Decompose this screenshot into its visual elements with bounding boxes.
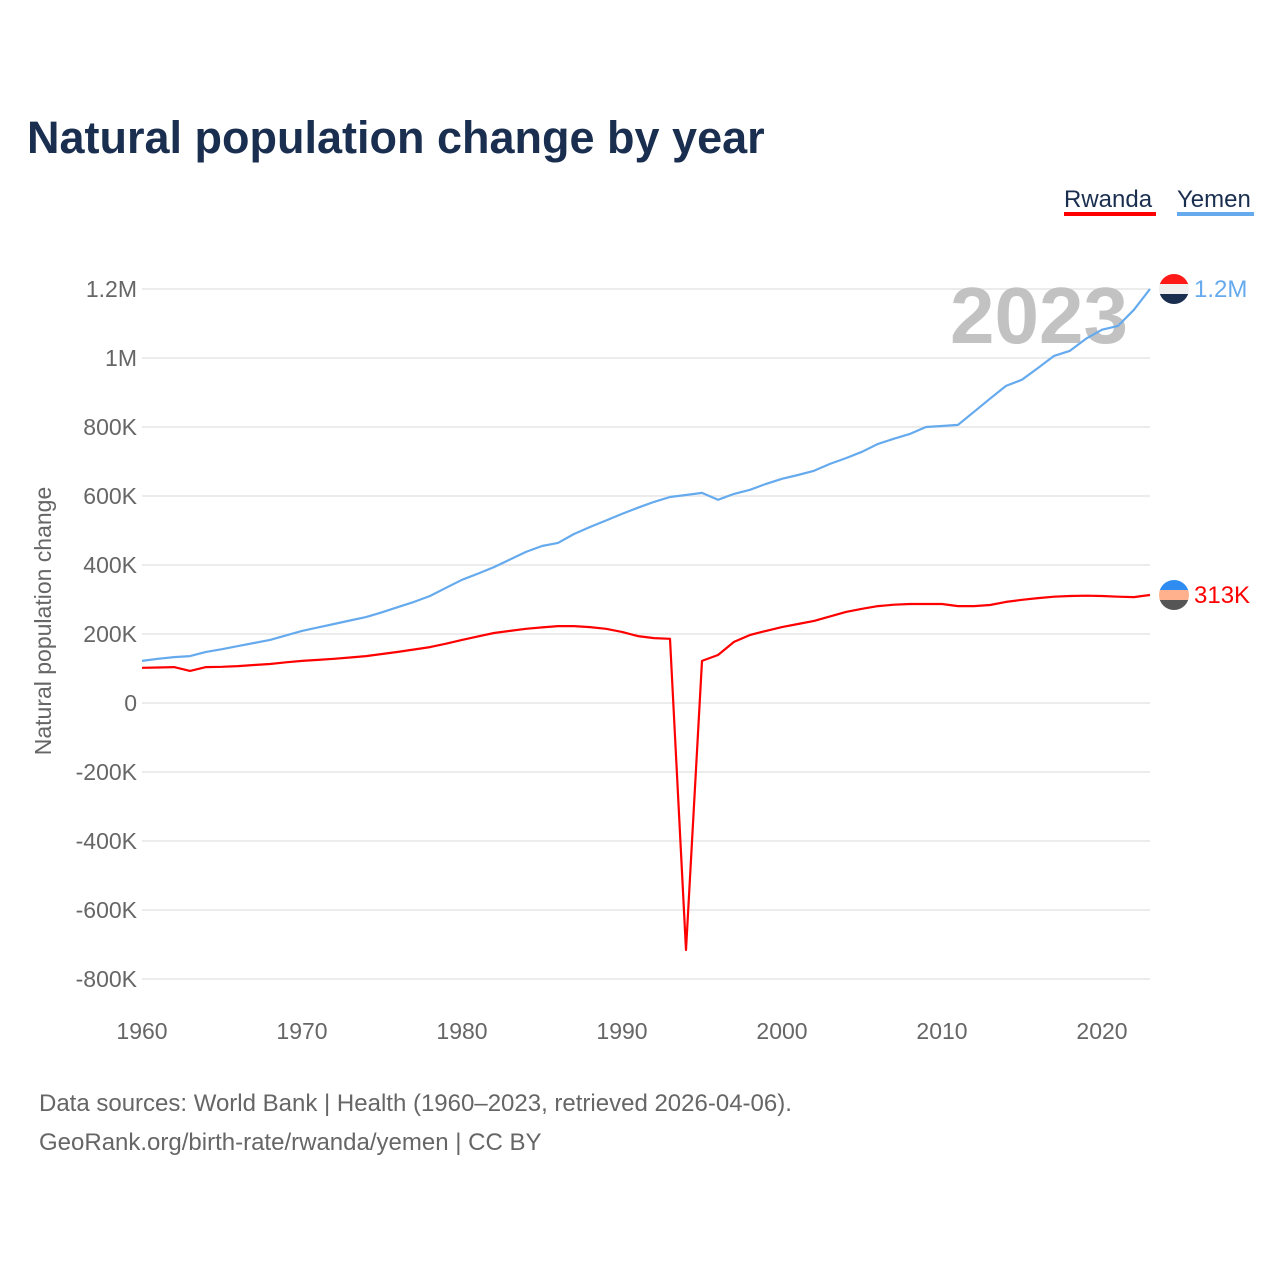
legend-label: Rwanda <box>1064 186 1153 213</box>
y-tick-label: 400K <box>83 552 137 578</box>
grid <box>142 288 1150 980</box>
legend-swatch <box>1064 212 1156 216</box>
end-label-yemen: 1.2M <box>1194 276 1247 303</box>
x-tick-label: 2000 <box>756 1018 807 1044</box>
legend-label: Yemen <box>1177 186 1251 213</box>
flag-icon-yemen <box>1159 274 1189 304</box>
end-labels: 313K 1.2M <box>1159 274 1250 611</box>
flag-icon-rwanda <box>1159 580 1189 611</box>
legend-item-yemen[interactable]: Yemen <box>1177 186 1254 216</box>
footer-link[interactable]: GeoRank.org/birth-rate/rwanda/yemen | CC… <box>39 1129 541 1156</box>
y-tick-label: -400K <box>76 828 138 854</box>
x-tick-label: 1960 <box>116 1018 167 1044</box>
legend-swatch <box>1177 212 1254 216</box>
x-tick-label: 1990 <box>596 1018 647 1044</box>
end-label-rwanda: 313K <box>1194 582 1250 609</box>
x-tick-label: 1980 <box>436 1018 487 1044</box>
series-line-rwanda <box>141 593 1151 952</box>
footer-sources: Data sources: World Bank | Health (1960–… <box>39 1090 792 1117</box>
y-tick-label: 800K <box>83 414 137 440</box>
series-line-yemen <box>141 288 1151 662</box>
x-tick-label: 2010 <box>916 1018 967 1044</box>
y-tick-label: -200K <box>76 759 138 785</box>
series-lines <box>141 288 1151 952</box>
y-tick-label: -600K <box>76 897 138 923</box>
y-tick-label: 1M <box>105 345 137 371</box>
x-tick-label: 2020 <box>1076 1018 1127 1044</box>
legend: Rwanda Yemen <box>1064 186 1254 216</box>
year-watermark: 2023 <box>950 271 1128 360</box>
x-axis-ticks: 1960 1970 1980 1990 2000 2010 2020 <box>116 1018 1127 1044</box>
y-tick-label: -800K <box>76 966 138 992</box>
x-tick-label: 1970 <box>276 1018 327 1044</box>
y-tick-label: 200K <box>83 621 137 647</box>
y-axis-ticks: 1.2M 1M 800K 600K 400K 200K 0 -200K -400K -600K -8… <box>76 276 138 992</box>
y-tick-label: 0 <box>124 690 137 716</box>
chart-title: Natural population change by year <box>27 112 765 163</box>
y-tick-label: 600K <box>83 483 137 509</box>
y-axis-label: Natural population change <box>30 487 56 756</box>
y-tick-label: 1.2M <box>86 276 137 302</box>
legend-item-rwanda[interactable]: Rwanda <box>1064 186 1156 216</box>
